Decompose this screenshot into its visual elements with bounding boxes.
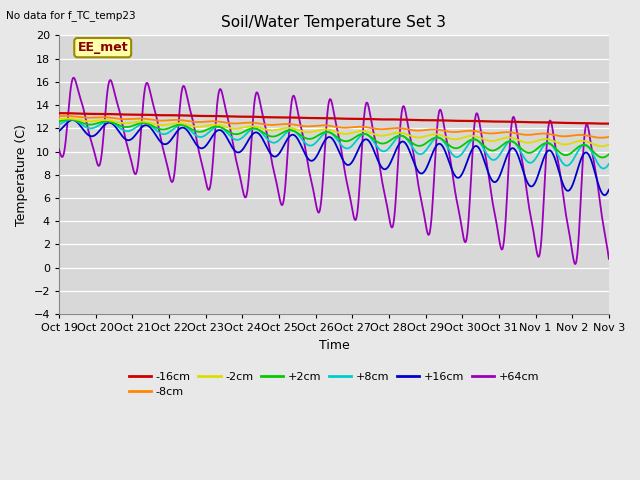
- +2cm: [55, 119, 63, 124]
- -8cm: [62, 113, 70, 119]
- X-axis label: Time: Time: [319, 339, 349, 352]
- +16cm: [289, 132, 296, 138]
- -2cm: [369, 131, 376, 136]
- Line: -16cm: -16cm: [59, 113, 609, 124]
- +16cm: [369, 144, 376, 150]
- -2cm: [310, 129, 318, 134]
- -2cm: [300, 129, 308, 134]
- -16cm: [57, 110, 65, 116]
- -8cm: [597, 135, 605, 141]
- +8cm: [605, 161, 612, 167]
- -16cm: [98, 111, 106, 117]
- +2cm: [310, 135, 318, 141]
- +8cm: [120, 128, 128, 133]
- -16cm: [120, 112, 128, 118]
- +16cm: [605, 187, 612, 192]
- +2cm: [369, 135, 376, 141]
- -16cm: [310, 115, 318, 121]
- +16cm: [120, 135, 128, 141]
- -8cm: [55, 113, 63, 119]
- -16cm: [289, 115, 296, 120]
- +16cm: [55, 128, 63, 134]
- -8cm: [289, 121, 296, 127]
- +2cm: [289, 128, 296, 133]
- +64cm: [605, 256, 612, 262]
- -8cm: [369, 125, 376, 131]
- +2cm: [66, 117, 74, 122]
- +64cm: [300, 139, 308, 144]
- Line: +16cm: +16cm: [59, 120, 609, 195]
- Legend: -16cm, -8cm, -2cm, +2cm, +8cm, +16cm, +64cm: -16cm, -8cm, -2cm, +2cm, +8cm, +16cm, +6…: [125, 367, 543, 402]
- +2cm: [120, 124, 128, 130]
- +2cm: [300, 134, 308, 140]
- Text: EE_met: EE_met: [77, 41, 128, 54]
- -8cm: [300, 123, 308, 129]
- +64cm: [55, 146, 63, 152]
- -16cm: [55, 110, 63, 116]
- +8cm: [67, 117, 75, 122]
- Title: Soil/Water Temperature Set 3: Soil/Water Temperature Set 3: [221, 15, 447, 30]
- +2cm: [605, 152, 612, 157]
- +8cm: [310, 142, 318, 147]
- +16cm: [300, 149, 308, 155]
- +8cm: [289, 128, 296, 133]
- -16cm: [369, 116, 376, 122]
- +16cm: [600, 192, 608, 198]
- -8cm: [120, 116, 128, 122]
- +64cm: [98, 149, 106, 155]
- -2cm: [120, 120, 128, 126]
- -16cm: [300, 115, 308, 121]
- +16cm: [98, 125, 106, 131]
- +64cm: [120, 131, 128, 137]
- +64cm: [572, 261, 579, 267]
- Y-axis label: Temperature (C): Temperature (C): [15, 124, 28, 226]
- Line: -8cm: -8cm: [59, 116, 609, 138]
- -8cm: [98, 114, 106, 120]
- Line: +2cm: +2cm: [59, 120, 609, 157]
- -2cm: [64, 116, 72, 121]
- -2cm: [55, 116, 63, 122]
- +8cm: [600, 166, 607, 171]
- +64cm: [310, 191, 318, 197]
- +64cm: [289, 94, 296, 100]
- Line: +8cm: +8cm: [59, 120, 609, 168]
- -2cm: [289, 125, 296, 131]
- +8cm: [55, 121, 63, 127]
- -2cm: [98, 117, 106, 123]
- +2cm: [98, 119, 106, 125]
- Text: No data for f_TC_temp23: No data for f_TC_temp23: [6, 11, 136, 22]
- +64cm: [369, 123, 376, 129]
- +8cm: [300, 139, 308, 144]
- -2cm: [598, 144, 605, 149]
- -8cm: [310, 123, 318, 129]
- +8cm: [98, 120, 106, 126]
- -8cm: [605, 134, 612, 140]
- +64cm: [70, 75, 77, 81]
- Line: -2cm: -2cm: [59, 119, 609, 146]
- -16cm: [605, 121, 612, 127]
- +2cm: [598, 155, 606, 160]
- +16cm: [69, 117, 77, 123]
- +16cm: [310, 157, 318, 163]
- +8cm: [369, 137, 376, 143]
- -2cm: [605, 142, 612, 147]
- Line: +64cm: +64cm: [59, 78, 609, 264]
- -16cm: [604, 121, 611, 127]
